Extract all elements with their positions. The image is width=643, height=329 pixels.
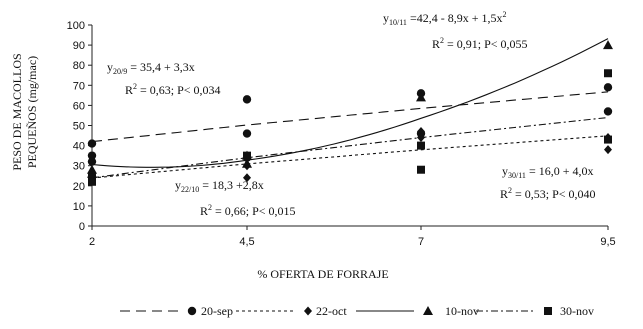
- equation-10-11: y10/11 =42,4 - 8,9x + 1,5x2: [383, 10, 506, 27]
- data-point-20-sep: [603, 83, 613, 92]
- data-point-10-nov: [603, 40, 613, 50]
- x-tick-label: 2: [89, 236, 95, 248]
- plot-area: 0 10 20 30 40 50 60 70 80 90 100 2 4,5 7 9,5: [67, 20, 616, 316]
- stats-10-11: R2 = 0,91; P< 0,055: [432, 36, 528, 51]
- data-point-22-oct: [417, 133, 425, 143]
- data-point-10-nov: [242, 158, 252, 168]
- stats-22-10: R2 = 0,66; P< 0,015: [200, 203, 296, 218]
- y-tick-label: 10: [73, 201, 85, 213]
- data-point-30-nov: [243, 151, 251, 160]
- equation-30-11: y30/11 = 16,0 + 4,0x: [502, 164, 593, 180]
- y-tick-label: 30: [73, 161, 85, 173]
- x-tick-label: 9,5: [600, 236, 615, 248]
- y-tick-label: 70: [73, 80, 85, 92]
- y-tick-label: 0: [79, 221, 85, 233]
- legend-label-30-nov: 30-nov: [560, 304, 594, 318]
- y-axis-title-line-2: PEQUEÑOS (mg/mac): [25, 56, 39, 168]
- x-axis-title: % OFERTA DE FORRAJE: [257, 267, 388, 281]
- data-point-20-sep: [242, 95, 252, 104]
- legend-label-22-oct: 22-oct: [316, 304, 347, 318]
- y-axis-title-line-1: PESO DE MACOLLOS: [10, 53, 24, 170]
- y-tick-label: 60: [73, 100, 85, 112]
- legend-marker-30-nov: [544, 307, 552, 315]
- data-point-30-nov: [417, 165, 425, 174]
- data-point-30-nov: [604, 135, 612, 144]
- y-tick-label: 50: [73, 121, 85, 133]
- data-point-30-nov: [417, 141, 425, 150]
- data-point-22-oct: [243, 173, 251, 183]
- y-tick-label: 100: [67, 20, 85, 32]
- data-point-22-oct: [604, 145, 612, 155]
- y-tick-label: 80: [73, 60, 85, 72]
- data-point-20-sep: [87, 157, 97, 166]
- fit-line-22-oct: [91, 135, 609, 179]
- stats-30-11: R2 = 0,53; P< 0,040: [500, 186, 596, 201]
- fit-line-10-nov: [91, 38, 609, 168]
- x-tick-label: 4,5: [239, 236, 254, 248]
- equation-22-10: y22/10 = 18,3 +2,8x: [175, 178, 264, 194]
- legend-label-10-nov: 10-nov: [445, 304, 479, 318]
- legend-label-20-sep: 20-sep: [201, 304, 233, 318]
- data-point-10-nov: [416, 92, 426, 102]
- fit-line-30-nov: [91, 116, 609, 179]
- data-point-20-sep: [87, 151, 97, 160]
- x-tick-label: 7: [418, 236, 424, 248]
- data-point-20-sep: [242, 129, 252, 138]
- data-point-20-sep: [87, 139, 97, 148]
- data-point-30-nov: [604, 69, 612, 78]
- fit-line-20-sep: [91, 91, 609, 143]
- y-tick-label: 20: [73, 181, 85, 193]
- y-tick-label: 90: [73, 40, 85, 52]
- y-tick-label: 40: [73, 141, 85, 153]
- data-point-30-nov: [88, 177, 96, 186]
- legend-marker-20-sep: [187, 306, 197, 316]
- data-point-30-nov: [88, 173, 96, 182]
- equation-20-9: y20/9 = 35,4 + 3,3x: [107, 60, 195, 76]
- legend-marker-10-nov: [423, 306, 433, 315]
- data-point-22-oct: [417, 127, 425, 137]
- data-point-20-sep: [603, 107, 613, 116]
- legend-marker-22-oct: [304, 306, 312, 316]
- stats-20-9: R2 = 0,63; P< 0,034: [125, 82, 221, 97]
